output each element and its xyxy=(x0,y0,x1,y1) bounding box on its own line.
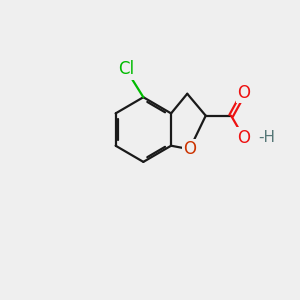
Text: Cl: Cl xyxy=(118,61,134,79)
Text: O: O xyxy=(237,129,250,147)
Text: -H: -H xyxy=(258,130,275,145)
Text: O: O xyxy=(237,84,250,102)
Text: O: O xyxy=(183,140,196,158)
